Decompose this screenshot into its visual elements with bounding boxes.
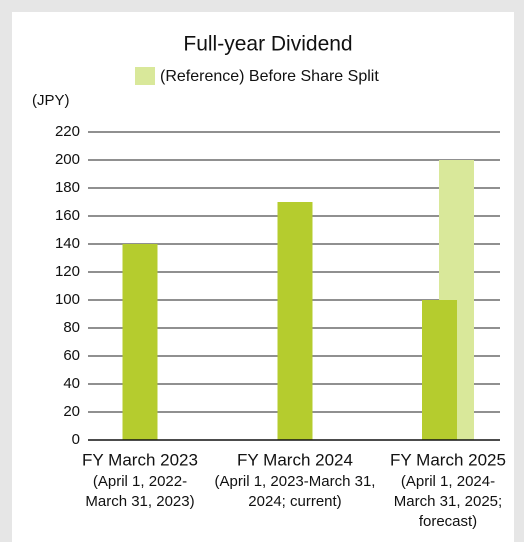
y-tick-label: 0: [72, 431, 80, 448]
y-tick-label: 160: [55, 207, 80, 224]
bar: [122, 244, 158, 440]
y-tick-label: 100: [55, 291, 80, 308]
bar: [277, 202, 313, 440]
y-tick-label: 140: [55, 235, 80, 252]
x-tick-note: (April 1, 2023-March 31,: [215, 473, 376, 490]
y-tick-label: 220: [55, 123, 80, 140]
legend-label: (Reference) Before Share Split: [160, 68, 379, 85]
x-tick-note: March 31, 2023): [85, 493, 194, 510]
unit-label: (JPY): [32, 92, 70, 109]
chart-title: Full-year Dividend: [183, 33, 352, 56]
y-tick-label: 20: [63, 403, 80, 420]
y-tick-label: 180: [55, 179, 80, 196]
panel: [12, 12, 514, 542]
y-tick-label: 40: [63, 375, 80, 392]
x-tick-note: forecast): [419, 513, 477, 530]
x-tick-note: (April 1, 2024-: [401, 473, 495, 490]
x-tick-note: 2024; current): [248, 493, 341, 510]
legend-swatch: [135, 67, 155, 85]
y-tick-label: 60: [63, 347, 80, 364]
x-tick-note: March 31, 2025;: [394, 493, 502, 510]
y-tick-label: 200: [55, 151, 80, 168]
x-tick-note: (April 1, 2022-: [93, 473, 187, 490]
y-tick-label: 120: [55, 263, 80, 280]
y-tick-label: 80: [63, 319, 80, 336]
bar: [422, 300, 457, 440]
x-tick-label: FY March 2025: [390, 450, 506, 469]
x-tick-label: FY March 2024: [237, 450, 353, 469]
x-tick-label: FY March 2023: [82, 450, 198, 469]
